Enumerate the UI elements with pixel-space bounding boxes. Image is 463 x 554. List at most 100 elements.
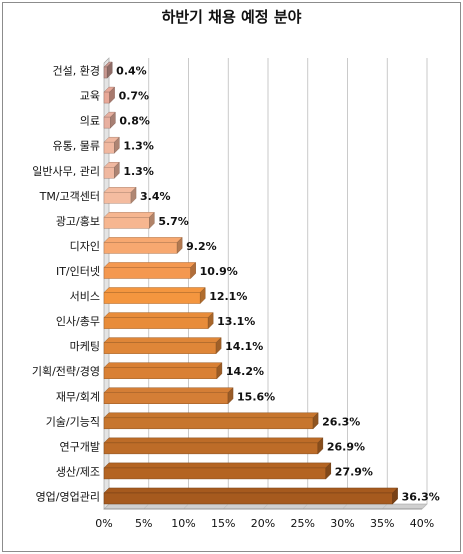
bar-end: [317, 437, 324, 455]
category-label: 영업/영업관리: [36, 490, 100, 503]
data-label: 3.4%: [140, 190, 171, 203]
bar-end: [392, 487, 398, 505]
category-label: 교육: [80, 90, 100, 103]
bar: [103, 292, 201, 304]
gridline-floor: [103, 503, 110, 510]
bar-end: [207, 311, 214, 330]
bar-end: [106, 61, 113, 79]
category-label: 디자인: [70, 240, 100, 253]
category-label: 생산/제조: [56, 465, 100, 478]
gridline-floor: [262, 503, 269, 510]
category-label: 기획/전략/경영: [32, 365, 100, 378]
bar-top: [103, 262, 197, 268]
data-label: 14.1%: [225, 340, 263, 353]
category-label: 마케팅: [70, 340, 100, 353]
gridline-floor: [421, 503, 428, 510]
chart-title: 하반기 채용 예정 분야: [161, 8, 302, 26]
x-tick-label: 10%: [171, 517, 195, 530]
bar: [103, 367, 218, 379]
data-label: 0.7%: [119, 90, 150, 103]
gridline-floor: [183, 503, 189, 510]
bar-end: [130, 186, 137, 204]
bar: [103, 492, 393, 505]
bar-top: [103, 412, 319, 419]
x-tick-label: 30%: [330, 517, 354, 530]
gridline-floor: [143, 503, 149, 510]
bar: [103, 217, 150, 229]
category-label: IT/인터넷: [56, 265, 100, 278]
data-label: 0.4%: [116, 65, 147, 78]
bar-end: [110, 111, 116, 129]
bar-end: [215, 337, 222, 355]
data-label: 15.6%: [237, 390, 275, 403]
bar-top: [103, 387, 234, 393]
bar: [103, 242, 178, 254]
bar-end: [199, 286, 206, 305]
data-label: 36.3%: [402, 490, 440, 503]
bar: [103, 392, 229, 404]
bar-end: [114, 161, 120, 179]
category-label: 인사/총무: [56, 315, 100, 328]
category-label: 연구개발: [60, 440, 100, 453]
bar-top: [103, 337, 222, 343]
bar-top: [103, 437, 324, 444]
gridline-floor: [342, 503, 348, 510]
x-tick-label: 25%: [291, 517, 315, 530]
bar: [103, 116, 111, 129]
bar: [103, 342, 217, 354]
bar-top: [103, 487, 399, 494]
bar-top: [103, 462, 332, 469]
bar-end: [216, 362, 223, 380]
x-tick-label: 40%: [410, 517, 434, 530]
x-tick-label: 0%: [95, 517, 112, 530]
category-label: 재무/회계: [56, 390, 100, 403]
bar: [103, 192, 132, 204]
category-label: 기술/기능직: [46, 415, 100, 428]
data-label: 9.2%: [186, 240, 217, 253]
data-label: 0.8%: [119, 115, 150, 128]
x-tick-label: 35%: [370, 517, 394, 530]
data-label: 26.9%: [327, 440, 365, 453]
x-tick-label: 5%: [135, 517, 152, 530]
data-label: 10.9%: [200, 265, 238, 278]
data-label: 5.7%: [158, 215, 189, 228]
data-label: 1.3%: [123, 140, 154, 153]
category-label: 서비스: [70, 290, 100, 303]
bar-end: [149, 211, 155, 229]
gridline-floor: [302, 503, 308, 510]
bar-top: [103, 362, 223, 368]
gridline-floor: [223, 503, 229, 510]
x-tick-label: 15%: [211, 517, 235, 530]
bar-top: [103, 312, 214, 318]
bar: [103, 417, 314, 430]
bar-end: [312, 412, 319, 430]
bar-end: [227, 387, 234, 405]
data-label: 13.1%: [217, 315, 255, 328]
bar: [103, 442, 319, 455]
bar-end: [190, 261, 196, 280]
bar: [103, 167, 115, 179]
bar-end: [176, 236, 183, 255]
bar-top: [103, 237, 183, 243]
bar-top: [103, 212, 155, 218]
data-label: 14.2%: [226, 365, 264, 378]
category-label: 의료: [80, 115, 100, 128]
bar-top: [103, 287, 206, 293]
data-label: 12.1%: [209, 290, 247, 303]
category-label: 일반사무, 관리: [32, 164, 100, 178]
data-label: 26.3%: [322, 415, 360, 428]
data-label: 1.3%: [123, 165, 154, 178]
data-label: 27.9%: [335, 465, 373, 478]
bar-end: [114, 136, 120, 154]
bar-end: [325, 462, 332, 480]
category-label: 유통, 물류: [53, 140, 100, 153]
bar: [103, 91, 110, 104]
category-label: TM/고객센터: [39, 190, 100, 203]
bar: [103, 317, 209, 329]
category-label: 광고/홍보: [56, 214, 100, 228]
bar-top: [103, 187, 137, 193]
bar: [103, 141, 115, 154]
bar: [103, 66, 108, 79]
